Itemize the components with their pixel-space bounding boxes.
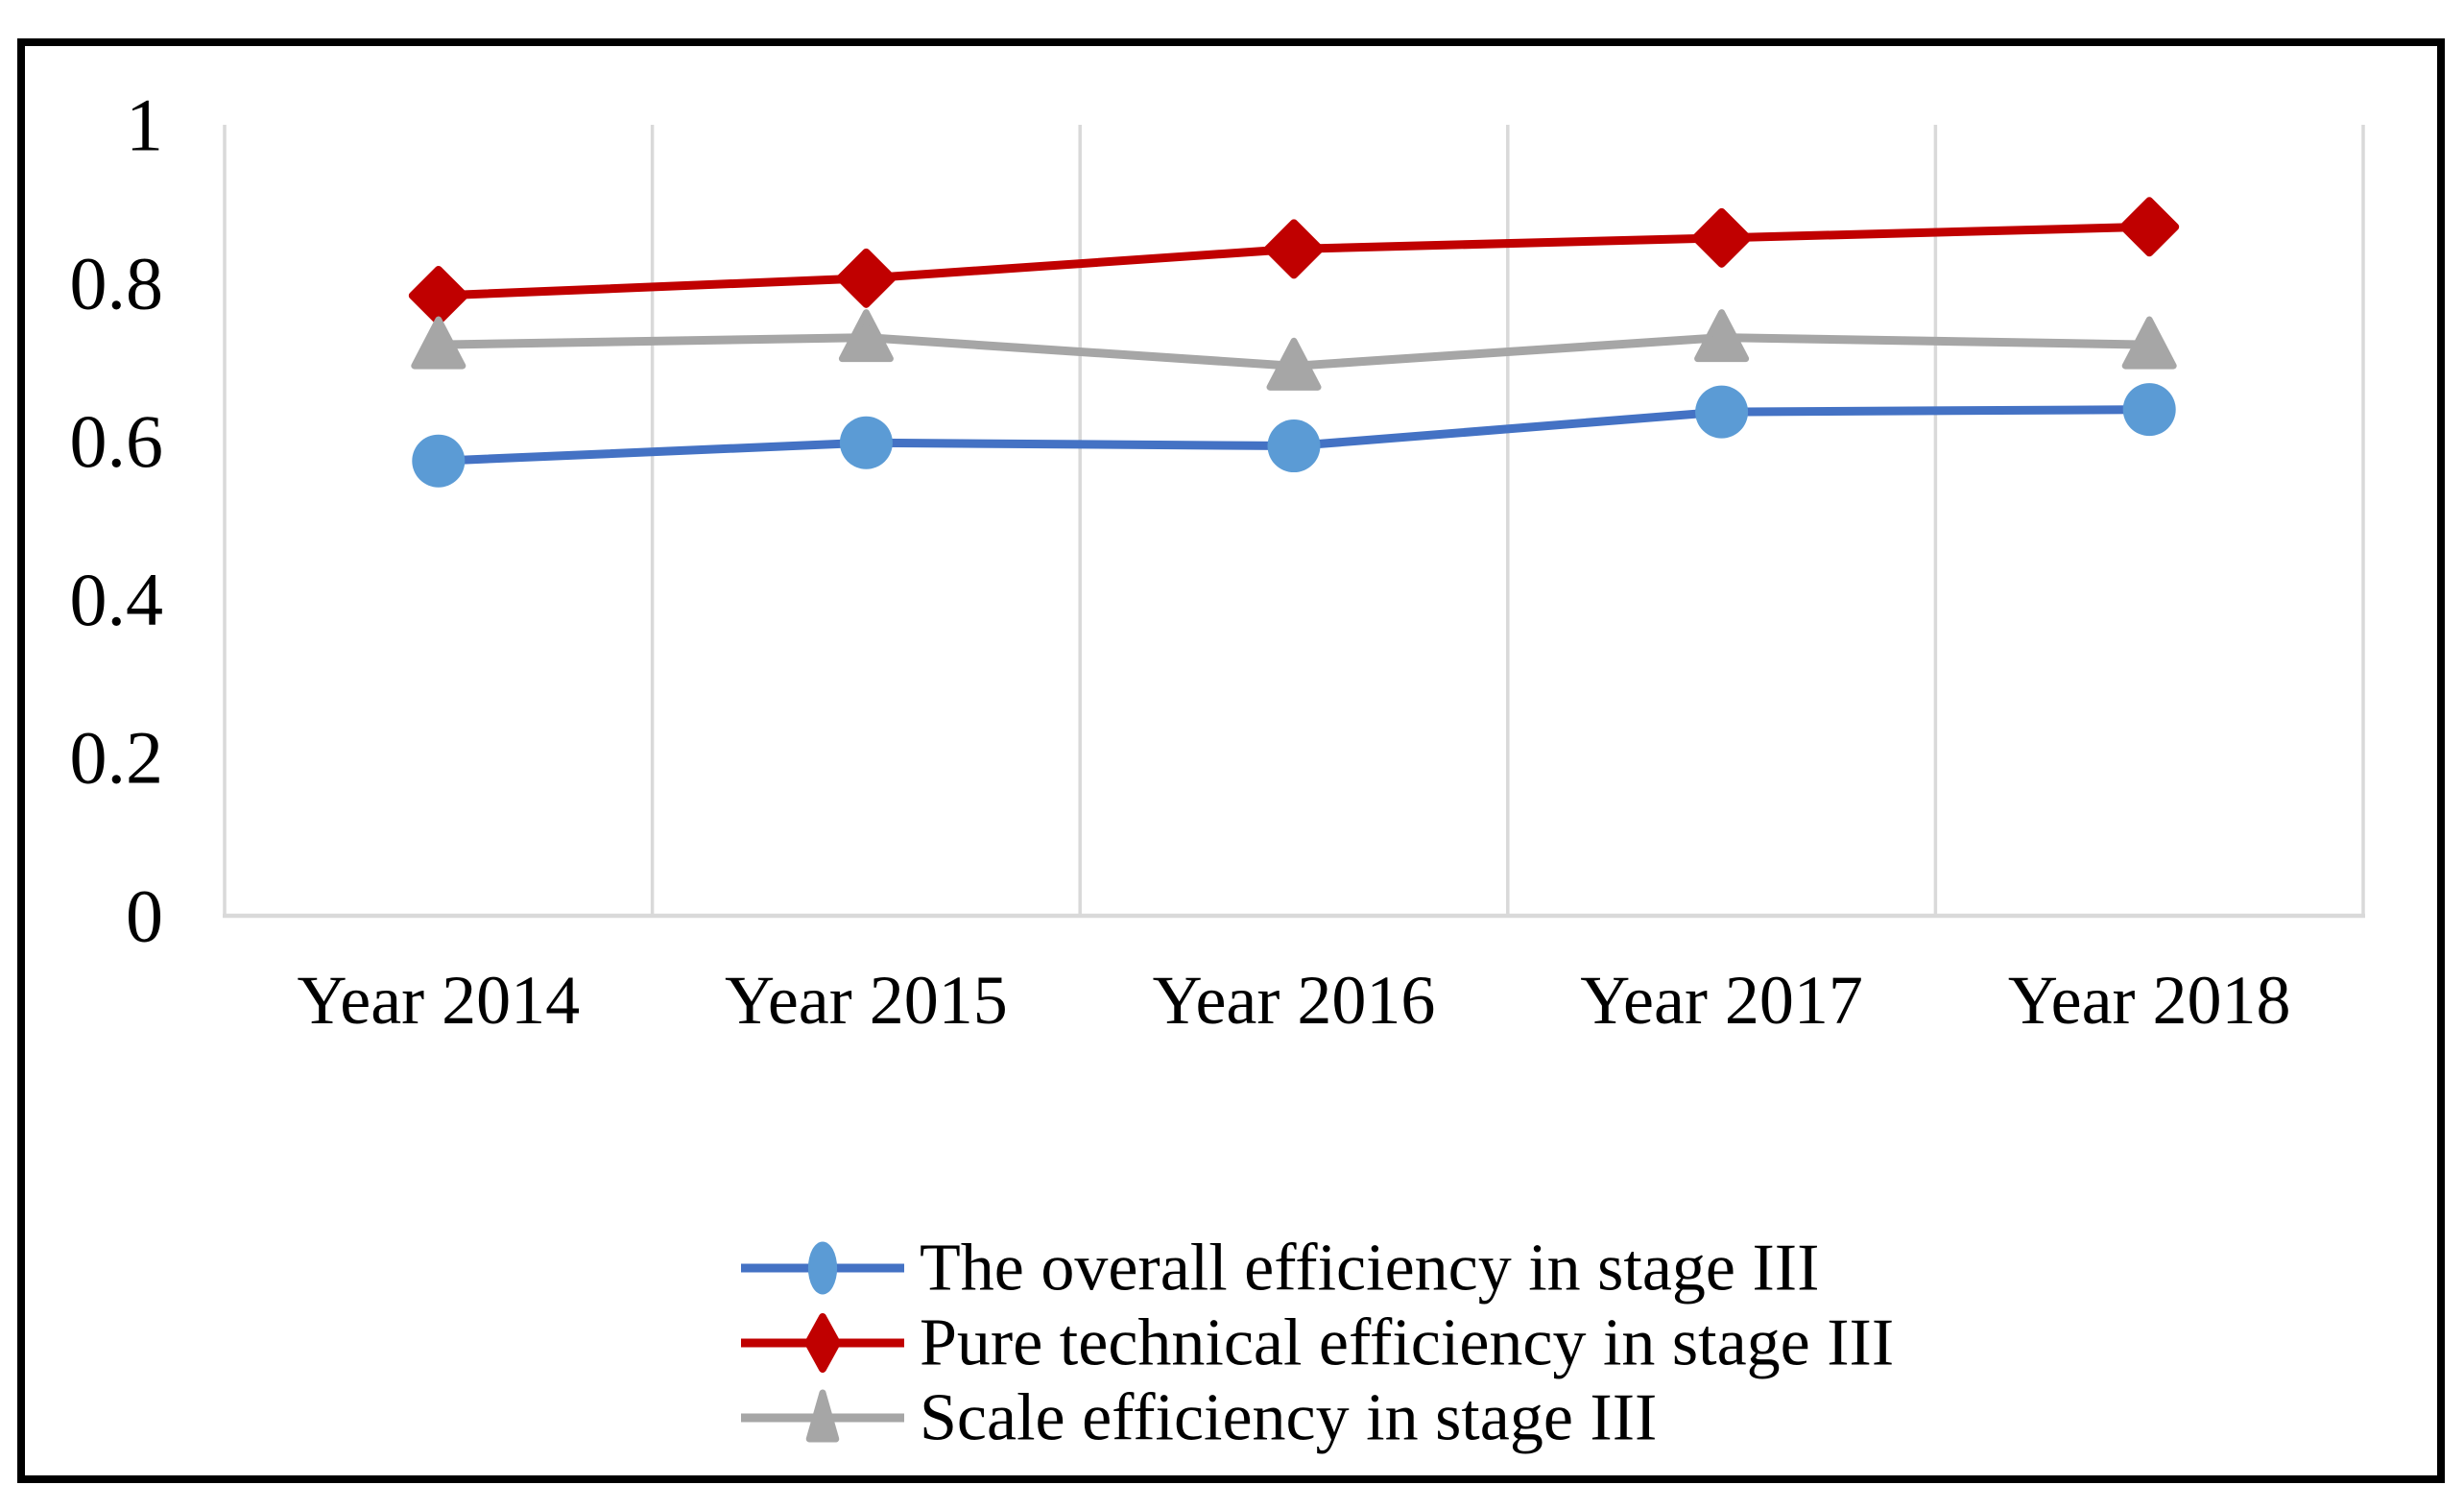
series-marker-triangle <box>411 316 466 370</box>
y-tick-label: 0 <box>126 874 163 958</box>
y-tick-label: 1 <box>126 84 163 167</box>
series-marker-circle <box>412 434 466 488</box>
legend-item: Pure technical efficiency in stage III <box>741 1306 1894 1380</box>
x-axis-label: Year 2014 <box>297 962 580 1039</box>
x-axis-label: Year 2018 <box>2008 962 2291 1039</box>
y-tick-label: 0.4 <box>70 558 164 641</box>
series-marker-triangle <box>2121 316 2177 370</box>
series-marker-circle <box>807 1241 838 1295</box>
series-diamond <box>408 197 2180 325</box>
legend-item-label: Scale efficiency in stage III <box>920 1381 1657 1455</box>
y-tick-label: 0.2 <box>70 716 164 800</box>
y-tick-label: 0.6 <box>70 399 164 483</box>
series-marker-diamond <box>2119 197 2180 257</box>
series-marker-circle <box>839 416 893 469</box>
x-axis-label: Year 2016 <box>1153 962 1436 1039</box>
legend-item-label: Pure technical efficiency in stage III <box>920 1306 1894 1380</box>
x-axis-label: Year 2015 <box>725 962 1008 1039</box>
legend-item: The overall efficiency in stage III <box>741 1232 1819 1305</box>
y-tick-label: 0.8 <box>70 241 164 324</box>
series-marker-triangle <box>1266 337 1322 391</box>
legend: The overall efficiency in stage IIIPure … <box>741 1232 1894 1455</box>
series-circle <box>412 383 2176 488</box>
x-axis-label: Year 2017 <box>1580 962 1863 1039</box>
series-marker-triangle <box>838 309 894 363</box>
legend-item-label: The overall efficiency in stage III <box>920 1232 1819 1305</box>
figure-border <box>17 38 2445 1483</box>
series-marker-circle <box>2122 383 2176 437</box>
series-triangle <box>411 309 2177 391</box>
series-marker-diamond <box>1691 207 1752 268</box>
series-marker-diamond <box>1264 219 1324 279</box>
series-marker-triangle <box>1694 309 1750 363</box>
legend-item: Scale efficiency in stage III <box>741 1381 1657 1455</box>
series-marker-triangle <box>805 1389 840 1443</box>
series-marker-diamond <box>804 1313 841 1373</box>
series-marker-circle <box>1695 385 1749 439</box>
series-marker-circle <box>1267 419 1321 473</box>
series-marker-diamond <box>836 248 897 308</box>
